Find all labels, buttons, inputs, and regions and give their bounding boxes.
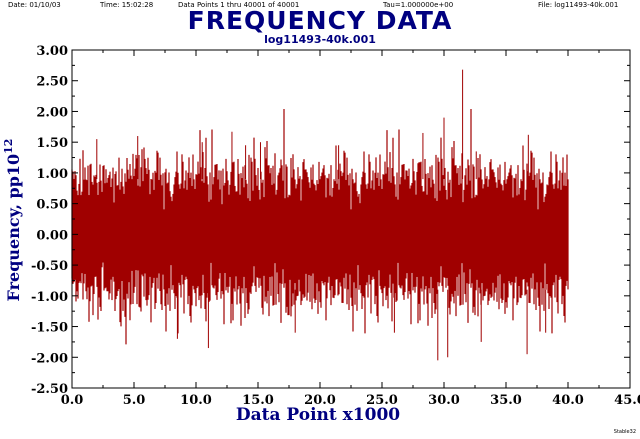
data-band: [71, 108, 569, 345]
x-tick-label: 35.0: [490, 393, 522, 408]
y-tick-label: 3.00: [36, 44, 68, 59]
y-axis-label: Frequency, pp1012: [2, 139, 23, 302]
x-tick-label: 20.0: [304, 393, 336, 408]
y-tick-label: -2.00: [31, 351, 68, 366]
y-axis-label-exponent: 12: [2, 139, 15, 154]
y-tick-label: -1.50: [31, 321, 68, 336]
x-tick-label: 40.0: [552, 393, 584, 408]
header-time: Time: 15:02:28: [100, 1, 154, 9]
y-tick-label: 0.00: [36, 228, 68, 243]
y-tick-label: -0.50: [31, 259, 68, 274]
x-axis-label: Data Point x1000: [236, 405, 400, 425]
y-tick-label: 2.00: [36, 105, 68, 120]
x-tick-label: 5.0: [123, 393, 146, 408]
x-axis: 0.0 5.0 10.0 15.0 20.0 25.0 30.0 35.0 40.0 45.0: [61, 50, 640, 408]
y-tick-label: 0.50: [36, 198, 68, 213]
header-file: File: log11493-40k.001: [538, 1, 619, 9]
y-tick-label: 1.50: [36, 136, 68, 151]
chart-subtitle: log11493-40k.001: [264, 33, 376, 46]
data-spikes: [96, 69, 547, 361]
y-axis-label-main: Frequency, pp10: [4, 154, 23, 302]
y-tick-label: 1.00: [36, 167, 68, 182]
y-tick-label: -1.00: [31, 290, 68, 305]
x-tick-label: 10.0: [180, 393, 212, 408]
header-data-points: Data Points 1 thru 40001 of 40001: [178, 1, 300, 9]
header-date: Date: 01/10/03: [8, 1, 61, 9]
software-credit: Stable32: [613, 429, 636, 435]
x-tick-label: 25.0: [366, 393, 398, 408]
chart-title: FREQUENCY DATA: [187, 6, 453, 35]
y-tick-label: 2.50: [36, 75, 68, 90]
y-axis: -2.50 -2.00 -1.50 -1.00 -0.50 0.00 0.50 1.00 1.5…: [31, 44, 630, 397]
x-tick-label: 0.0: [61, 393, 84, 408]
x-tick-label: 15.0: [242, 393, 274, 408]
y-tick-label: -2.50: [31, 382, 68, 397]
header-tau: Tau=1.000000e+00: [383, 1, 454, 9]
x-tick-label: 45.0: [614, 393, 640, 408]
x-tick-label: 30.0: [428, 393, 460, 408]
